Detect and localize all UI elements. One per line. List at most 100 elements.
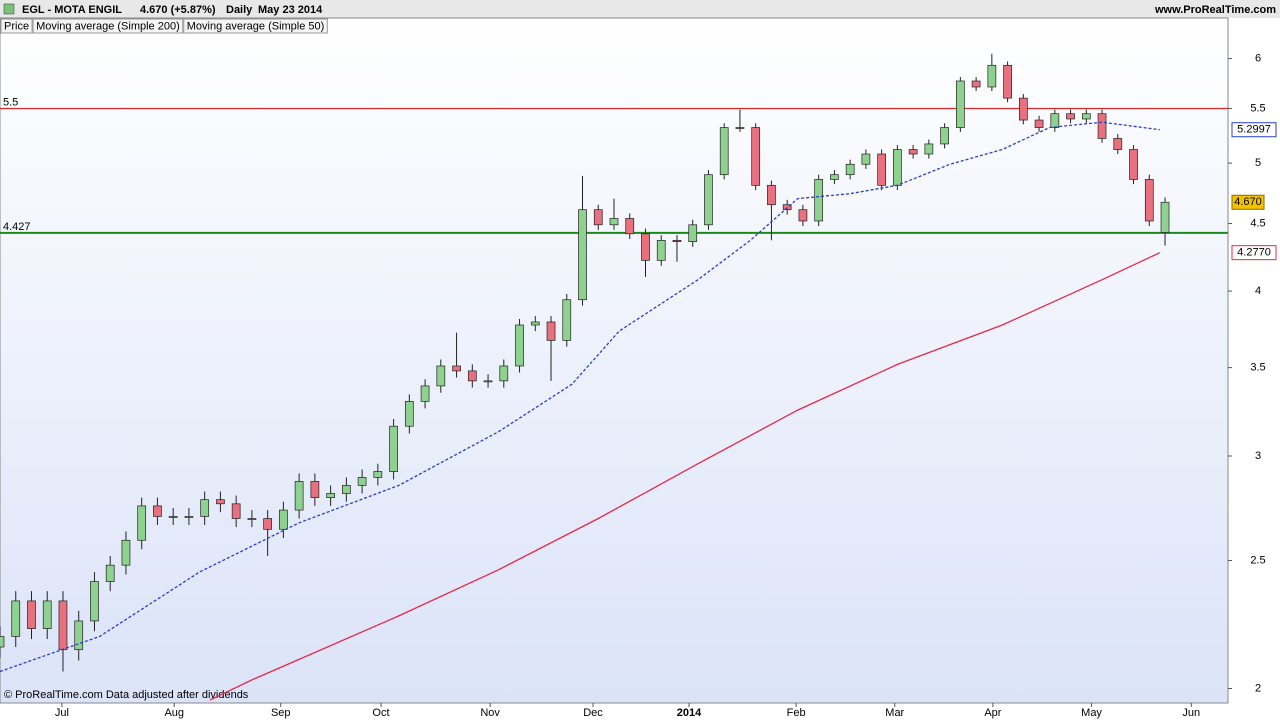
legend-box xyxy=(32,18,184,34)
candle-body xyxy=(798,209,808,222)
candle-body xyxy=(546,321,556,341)
candle-body xyxy=(814,179,824,222)
candle-body xyxy=(263,518,272,530)
logo-icon xyxy=(3,3,15,15)
y-tick-label: 4.5 xyxy=(1250,217,1265,229)
y-tick-label: 6 xyxy=(1255,52,1261,64)
candle-body xyxy=(105,564,115,582)
end-label-box xyxy=(1231,122,1277,138)
candle-body xyxy=(578,209,587,301)
candle-body xyxy=(861,153,871,165)
candle-body xyxy=(247,518,257,520)
y-tick-label: 3 xyxy=(1255,450,1261,462)
candle-body xyxy=(1018,97,1028,121)
candle-body xyxy=(58,600,68,651)
y-tick-label: 2 xyxy=(1255,682,1261,694)
candle-body xyxy=(1113,138,1123,150)
candle-body xyxy=(342,485,351,494)
candle-body xyxy=(436,365,446,387)
candle-body xyxy=(688,224,698,242)
candle-body xyxy=(499,365,509,382)
candle-body xyxy=(672,239,682,242)
legend: Price Moving average (Simple 200) Moving a… xyxy=(0,18,328,34)
candle-body xyxy=(924,143,934,155)
level-label: 5.5 xyxy=(3,96,18,108)
candle-body xyxy=(751,127,761,186)
candle-body xyxy=(1129,149,1138,180)
y-tick-label: 3.5 xyxy=(1250,362,1265,374)
candle-body xyxy=(1144,179,1154,222)
candle-body xyxy=(641,233,650,261)
candle-body xyxy=(216,499,225,505)
candle-body xyxy=(121,539,131,566)
candle-body xyxy=(467,370,477,382)
x-tick-label: Mar xyxy=(885,707,904,719)
candle-body xyxy=(845,163,855,176)
footnote: © ProRealTime.com Data adjusted after di… xyxy=(4,689,249,701)
candle-body xyxy=(90,581,99,622)
candle-body xyxy=(1034,119,1044,128)
candle-body xyxy=(877,153,886,186)
candle-body xyxy=(373,471,383,478)
candle-body xyxy=(357,477,367,486)
x-tick-label: Sep xyxy=(271,707,291,719)
x-tick-label: Dec xyxy=(583,707,603,719)
candle-body xyxy=(971,80,981,88)
y-tick-label: 5.5 xyxy=(1250,102,1265,114)
candle-body xyxy=(656,239,666,261)
end-label-box xyxy=(1231,245,1277,261)
candle-body xyxy=(137,505,147,541)
last-price-box xyxy=(1231,194,1265,210)
end-label: 5.2997 xyxy=(1237,124,1271,136)
legend-label: Price xyxy=(4,20,29,32)
candle-body xyxy=(1066,113,1075,120)
instrument-title: EGL - MOTA ENGIL xyxy=(22,4,122,16)
candle-body xyxy=(1081,113,1091,120)
candle-body xyxy=(279,509,288,530)
x-tick-label: May xyxy=(1081,707,1102,719)
y-tick-label: 2.5 xyxy=(1250,554,1265,566)
x-tick-label: Feb xyxy=(787,707,806,719)
header-bar xyxy=(0,0,1280,18)
candle-body xyxy=(11,600,21,637)
candle-body xyxy=(530,321,540,326)
legend-box xyxy=(183,18,328,34)
candle-body xyxy=(735,127,745,129)
last-price-label: 4.670 xyxy=(1234,196,1262,208)
candle-body xyxy=(326,493,335,498)
plot-area xyxy=(0,17,1229,704)
candle-body xyxy=(389,425,398,472)
candle-body xyxy=(294,481,304,511)
candle-body xyxy=(908,149,918,155)
candle-body xyxy=(940,127,949,145)
source: www.ProRealTime.com xyxy=(1154,4,1276,16)
x-tick-label: Aug xyxy=(164,707,184,719)
candle-body xyxy=(0,636,5,648)
candle-body xyxy=(625,218,635,235)
level-label: 4.427 xyxy=(3,221,31,233)
candle-body xyxy=(767,184,776,206)
legend-label: Moving average (Simple 200) xyxy=(36,20,180,32)
candle-body xyxy=(231,503,241,519)
x-tick-label: 2014 xyxy=(677,707,702,719)
x-tick-label: Apr xyxy=(984,707,1001,719)
candle-body xyxy=(1097,113,1107,139)
moving-average-line xyxy=(0,121,1160,673)
date: May 23 2014 xyxy=(258,4,323,16)
candle-body xyxy=(200,499,210,517)
price-change: 4.670 (+5.87%) xyxy=(140,4,216,16)
candle-body xyxy=(74,620,84,651)
candle-body xyxy=(704,174,713,226)
candle-body xyxy=(420,385,430,402)
candle-body xyxy=(609,218,619,226)
candle-body xyxy=(956,80,965,128)
candle-body xyxy=(830,174,839,180)
candle-body xyxy=(1050,113,1060,128)
candle-body xyxy=(483,380,493,383)
x-tick-label: Oct xyxy=(372,707,389,719)
candle-body xyxy=(42,600,52,629)
candle-body xyxy=(452,365,461,372)
legend-label: Moving average (Simple 50) xyxy=(187,20,325,32)
candle-body xyxy=(893,149,902,186)
